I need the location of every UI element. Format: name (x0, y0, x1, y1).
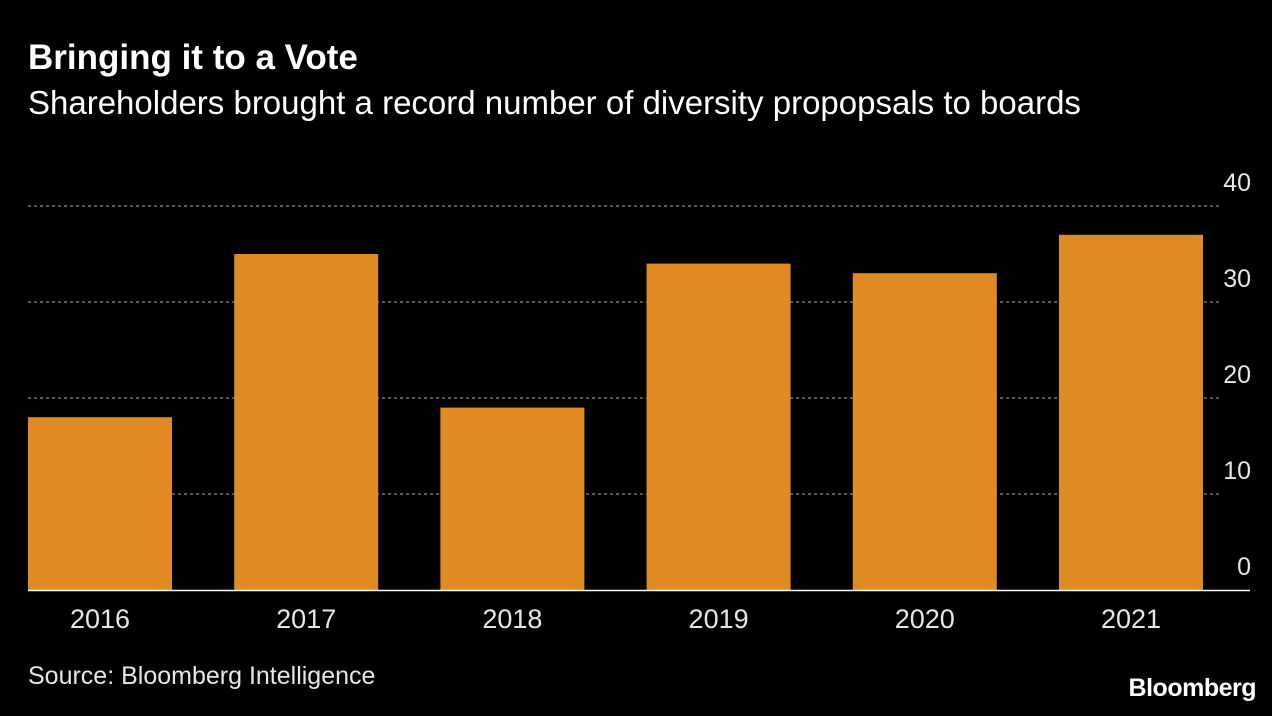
y-tick-label: 10 (1223, 457, 1251, 485)
y-tick-label: 30 (1223, 265, 1251, 293)
bar-2019 (646, 263, 791, 590)
bloomberg-logo: Bloomberg (1128, 674, 1257, 702)
x-tick-label: 2018 (482, 604, 542, 634)
chart-title: Bringing it to a Vote (28, 38, 358, 77)
bar-2020 (852, 273, 997, 590)
y-tick-label: 20 (1223, 361, 1251, 389)
x-tick-label: 2016 (70, 604, 130, 634)
chart-subtitle: Shareholders brought a record number of … (28, 84, 1081, 121)
y-tick-label: 40 (1223, 169, 1251, 197)
source-note: Source: Bloomberg Intelligence (28, 662, 376, 690)
bar-2018 (440, 407, 585, 590)
y-tick-label: 0 (1237, 553, 1251, 581)
x-tick-label: 2017 (276, 604, 336, 634)
bar-2017 (234, 254, 379, 590)
bar-2016 (28, 417, 172, 590)
x-tick-label: 2020 (895, 604, 955, 634)
x-tick-label: 2021 (1101, 604, 1161, 634)
bar-2021 (1059, 234, 1203, 591)
x-tick-label: 2019 (689, 604, 749, 634)
